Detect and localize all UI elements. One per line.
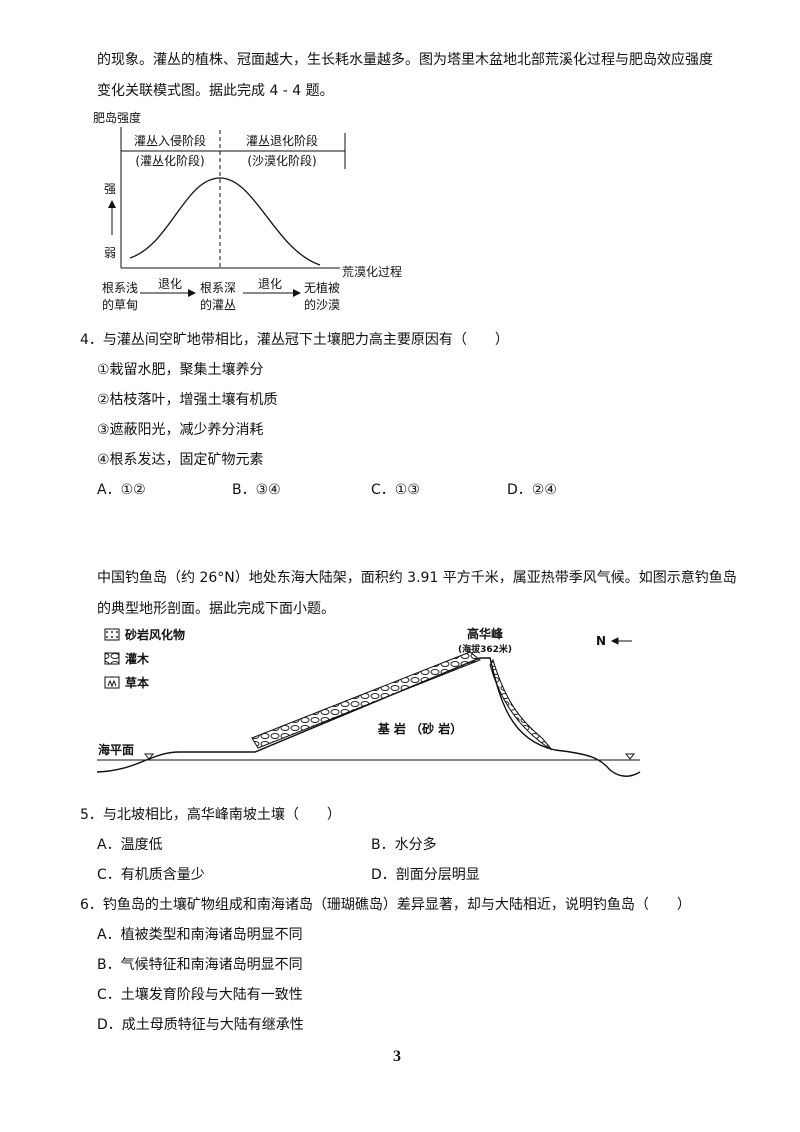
question-stem: 4．与灌丛间空旷地带相比，灌丛冠下土壤肥力高主要原因有（ ） [80,332,509,348]
stage-name: 无植被 [304,280,340,295]
question-stem: 6．钓鱼岛的土壤矿物组成和南海诸岛（珊瑚礁岛）差异显著，却与大陆相近，说明钓鱼岛… [80,897,691,913]
legend-swatch [104,628,120,641]
stage-name: 根系浅 [102,281,138,295]
option: D．成土母质特征与大陆有继承性 [97,1017,304,1033]
peak-label: 高华峰 [467,626,504,641]
stage-label: (灌丛化阶段) [135,153,204,168]
stage-name: 的草甸 [102,297,138,312]
weak-label: 弱 [104,246,116,260]
option: C．有机质含量少 [97,867,205,883]
north-label: N [596,634,606,648]
statement: ②枯枝落叶，增强土壤有机质 [97,392,278,408]
option: B．气候特征和南海诸岛明显不同 [97,957,303,973]
legend-label: 灌木 [124,651,150,666]
statement: ①栽留水肥，聚集土壤养分 [97,362,264,378]
sea-label: 海平面 [98,742,134,757]
legend-swatch [104,676,120,689]
profile [96,637,641,777]
passage-line: 的典型地形剖面。据此完成下面小题。 [97,601,335,617]
option: D．剖面分层明显 [371,867,480,883]
option: C．土壤发育阶段与大陆有一致性 [97,987,303,1003]
stage-name: 根系深 [200,281,236,295]
y-label: 肥岛强度 [93,110,141,125]
legend-label: 草本 [125,675,149,690]
peak-elevation: (海拔362米) [458,643,512,655]
intro-line: 变化关联模式图。据此完成 4 - 4 题。 [97,83,334,99]
stage-label: 灌丛退化阶段 [246,133,318,148]
x-label: 荒漠化过程 [342,264,402,279]
figure-2: 砂岩风化物 灌木 草本 高华峰 (海拔362米) N 基 岩 （砂 岩） 海平面 [96,626,641,777]
arrow-label: 退化 [258,277,282,291]
option: A．植被类型和南海诸岛明显不同 [97,927,303,943]
bedrock-label: 基 岩 （砂 岩） [377,721,463,736]
question-stem: 5．与北坡相比，高华峰南坡土壤（ ） [80,807,341,823]
arrow-label: 退化 [158,277,182,291]
option: A．①② [97,482,146,498]
statement: ③遮蔽阳光，减少养分消耗 [97,422,264,438]
stage-label: 灌丛入侵阶段 [134,133,206,148]
statement: ④根系发达，固定矿物元素 [97,452,264,468]
figure-1: 肥岛强度 灌丛入侵阶段 (灌丛化阶段) 灌丛退化阶段 (沙漠化阶段) 强 弱 荒… [93,110,402,312]
stage-name: 的沙漠 [304,297,340,312]
option: B．水分多 [371,837,437,853]
option: D．②④ [507,482,557,498]
legend-label: 砂岩风化物 [124,627,185,642]
stage-name: 的灌丛 [200,297,236,312]
intro-line: 的现象。灌丛的植株、冠面越大，生长耗水量越多。图为塔里木盆地北部荒溪化过程与肥岛… [97,52,713,68]
option: C．①③ [371,482,420,498]
passage-line: 中国钓鱼岛（约 26°N）地处东海大陆架，面积约 3.91 平方千米，属亚热带季… [97,570,737,586]
frame [108,127,346,297]
strong-label: 强 [104,182,116,196]
option: A．温度低 [97,837,163,853]
legend-swatch [104,652,120,665]
option: B．③④ [232,482,281,498]
stage-label: (沙漠化阶段) [247,153,316,168]
page-number: 3 [393,1048,401,1065]
